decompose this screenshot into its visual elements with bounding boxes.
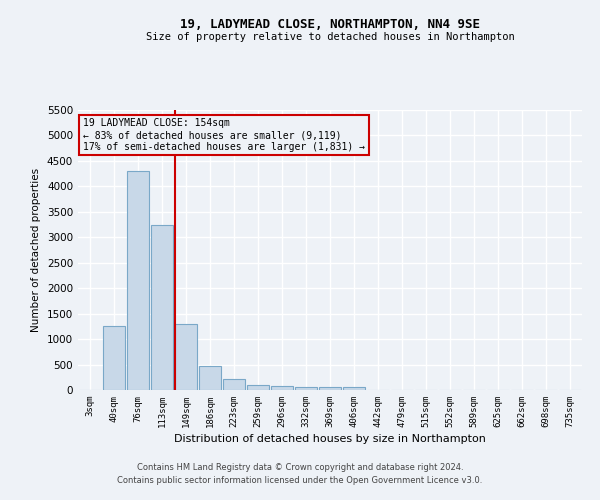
Bar: [127, 171, 149, 390]
Bar: [199, 366, 221, 390]
Bar: [103, 326, 125, 390]
Text: Contains HM Land Registry data © Crown copyright and database right 2024.: Contains HM Land Registry data © Crown c…: [137, 464, 463, 472]
Y-axis label: Number of detached properties: Number of detached properties: [31, 168, 41, 332]
Bar: [175, 324, 197, 390]
Bar: [343, 388, 365, 390]
Bar: [223, 379, 245, 390]
Bar: [271, 386, 293, 390]
Text: Contains public sector information licensed under the Open Government Licence v3: Contains public sector information licen…: [118, 476, 482, 485]
Bar: [247, 385, 269, 390]
X-axis label: Distribution of detached houses by size in Northampton: Distribution of detached houses by size …: [174, 434, 486, 444]
Bar: [295, 387, 317, 390]
Bar: [151, 224, 173, 390]
Text: 19, LADYMEAD CLOSE, NORTHAMPTON, NN4 9SE: 19, LADYMEAD CLOSE, NORTHAMPTON, NN4 9SE: [180, 18, 480, 30]
Text: 19 LADYMEAD CLOSE: 154sqm
← 83% of detached houses are smaller (9,119)
17% of se: 19 LADYMEAD CLOSE: 154sqm ← 83% of detac…: [83, 118, 365, 152]
Bar: [319, 388, 341, 390]
Text: Size of property relative to detached houses in Northampton: Size of property relative to detached ho…: [146, 32, 514, 42]
